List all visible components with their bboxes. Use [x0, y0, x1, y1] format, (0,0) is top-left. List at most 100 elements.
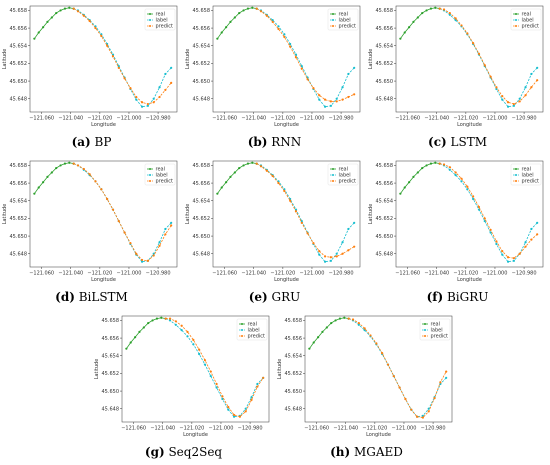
data-point-label — [341, 86, 344, 89]
y-tick-label: 45.654 — [193, 43, 211, 49]
data-point-predict — [186, 330, 189, 333]
x-axis-label: Longitude — [457, 277, 482, 283]
legend-label-predict: predict — [522, 179, 540, 185]
x-tick-label: −121.040 — [58, 271, 83, 277]
data-point-predict — [357, 321, 360, 325]
y-tick-label: 45.650 — [193, 79, 211, 85]
series-predict — [255, 162, 356, 259]
data-point-predict — [100, 188, 103, 191]
model-name: LSTM — [446, 135, 487, 149]
y-axis-label: Latitude — [368, 49, 374, 70]
data-point-label — [135, 98, 138, 101]
data-point-predict — [180, 324, 183, 327]
panel-letter: (e) — [248, 290, 268, 304]
panel-letter: (f) — [426, 290, 444, 304]
data-point-label — [335, 97, 338, 100]
data-point-real — [334, 319, 337, 322]
data-point-label — [530, 72, 533, 76]
series-predict — [164, 317, 265, 418]
data-point-label — [353, 66, 356, 69]
data-point-label — [244, 407, 247, 410]
data-point-predict — [94, 26, 97, 30]
series-line-real — [309, 317, 349, 349]
data-point-predict — [259, 165, 263, 168]
data-point-label — [524, 241, 527, 244]
x-tick-label: −120.980 — [512, 116, 537, 122]
data-point-predict — [448, 166, 451, 169]
legend-marker-label — [149, 19, 151, 21]
x-tick-label: −121.060 — [29, 271, 54, 277]
data-point-label — [524, 86, 527, 89]
x-tick-label: −120.980 — [238, 426, 263, 432]
data-point-real — [251, 161, 254, 164]
data-point-predict — [106, 44, 109, 47]
data-point-predict — [300, 221, 303, 224]
data-point-predict — [501, 95, 504, 98]
legend-label-real: real — [522, 12, 531, 18]
data-point-label — [271, 19, 274, 22]
x-axis-label: Longitude — [457, 122, 482, 128]
series-line-label — [439, 8, 538, 108]
legend-label-predict: predict — [339, 179, 357, 185]
data-point-predict — [100, 34, 103, 38]
data-point-real — [399, 37, 402, 40]
x-tick-label: −121.060 — [212, 116, 237, 122]
model-name: BiLSTM — [74, 290, 128, 304]
y-tick-label: 45.656 — [193, 26, 211, 32]
data-point-predict — [123, 77, 126, 80]
data-point-predict — [454, 17, 457, 20]
data-point-predict — [215, 382, 218, 386]
data-point-predict — [250, 398, 253, 402]
data-point-predict — [164, 317, 167, 320]
data-point-real — [41, 181, 45, 184]
data-point-predict — [466, 32, 469, 35]
data-point-label — [198, 352, 201, 356]
data-point-predict — [158, 95, 161, 99]
panel-caption: (e) GRU — [183, 290, 366, 304]
data-point-real — [416, 171, 419, 174]
panel-caption: (f) BiGRU — [366, 290, 549, 304]
x-tick-label: −121.000 — [300, 116, 325, 122]
data-point-label — [174, 323, 177, 326]
series-line-label — [348, 318, 447, 418]
data-point-predict — [398, 386, 401, 389]
data-point-predict — [483, 217, 486, 220]
y-axis-label: Latitude — [2, 204, 8, 225]
data-point-label — [501, 253, 504, 256]
data-point-predict — [94, 180, 97, 183]
data-point-label — [353, 221, 356, 224]
data-point-predict — [271, 174, 274, 178]
data-point-label — [186, 335, 189, 338]
data-point-predict — [477, 52, 481, 55]
data-point-predict — [448, 11, 451, 15]
data-point-predict — [506, 256, 510, 259]
series-line-real — [400, 162, 440, 194]
data-point-predict — [277, 27, 280, 31]
series-predict — [438, 7, 539, 106]
data-point-predict — [347, 317, 350, 320]
data-point-predict — [129, 242, 132, 245]
x-tick-label: −120.980 — [421, 426, 446, 432]
data-point-label — [427, 407, 430, 410]
y-tick-label: 45.658 — [102, 318, 120, 324]
data-point-real — [403, 31, 406, 34]
data-point-real — [216, 192, 219, 195]
data-point-real — [321, 330, 324, 333]
data-point-predict — [244, 410, 247, 413]
y-tick-label: 45.652 — [285, 371, 303, 377]
data-point-real — [229, 20, 232, 23]
y-axis-label: Latitude — [94, 359, 100, 380]
data-point-label — [209, 374, 212, 378]
legend-label-label: label — [156, 173, 168, 179]
data-point-label — [329, 259, 332, 262]
series-line-predict — [73, 163, 172, 262]
data-point-predict — [259, 10, 263, 13]
data-point-real — [68, 161, 71, 164]
data-point-predict — [323, 255, 327, 258]
data-point-label — [518, 97, 521, 100]
data-point-label — [512, 104, 515, 107]
